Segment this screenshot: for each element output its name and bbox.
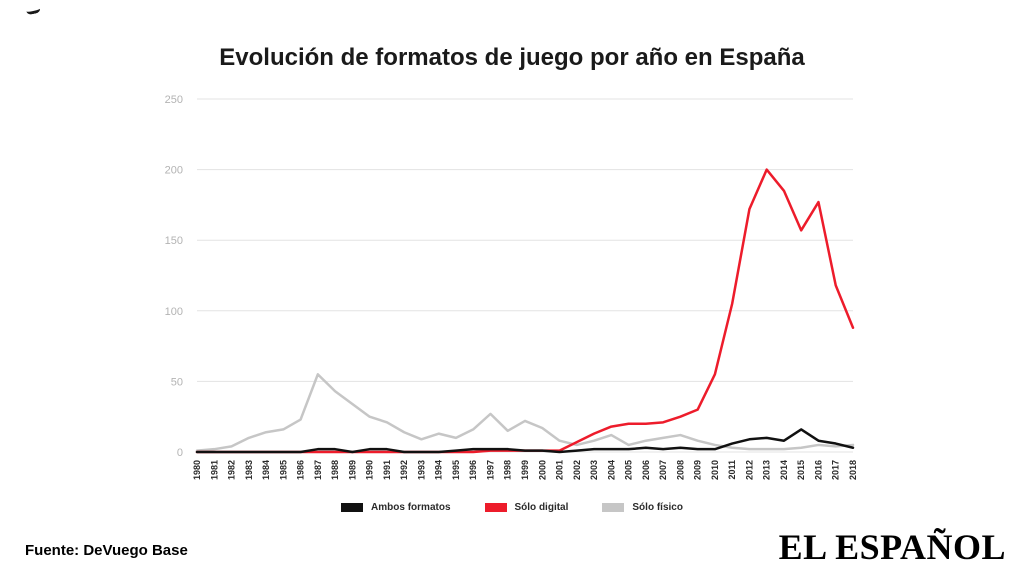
x-axis-tick-label: 1986 bbox=[296, 460, 306, 480]
x-axis-tick-label: 1997 bbox=[485, 460, 495, 480]
x-axis-tick-label: 1983 bbox=[244, 460, 254, 480]
legend-label: Sólo físico bbox=[632, 502, 683, 513]
x-axis-tick-label: 1993 bbox=[416, 460, 426, 480]
x-axis-tick-label: 2007 bbox=[658, 460, 668, 480]
legend-label: Sólo digital bbox=[514, 502, 569, 513]
x-axis-tick-label: 2001 bbox=[555, 460, 565, 480]
legend-swatch-ambos-formatos bbox=[341, 503, 364, 512]
x-axis-tick-label: 1989 bbox=[347, 460, 357, 480]
x-axis-tick-label: 2011 bbox=[727, 460, 737, 480]
x-axis-tick-label: 2016 bbox=[813, 460, 823, 480]
x-axis-tick-label: 1987 bbox=[313, 460, 323, 480]
line-chart: 0 50 100 150 200 250 1980 1981 1982 1983 1984 1985 1… bbox=[165, 94, 858, 480]
x-axis-tick-label: 1980 bbox=[192, 460, 202, 480]
x-axis-tick-label: 1990 bbox=[365, 460, 375, 480]
x-axis-tick-label: 2009 bbox=[693, 460, 703, 480]
y-axis-tick-label: 200 bbox=[165, 165, 183, 177]
x-axis-tick-label: 2017 bbox=[831, 460, 841, 480]
x-axis-tick-label: 2014 bbox=[779, 460, 789, 480]
x-axis-tick-label: 1985 bbox=[278, 460, 288, 480]
x-axis-tick-label: 1988 bbox=[330, 460, 340, 480]
x-axis-tick-label: 2015 bbox=[796, 460, 806, 480]
y-axis-tick-label: 100 bbox=[165, 306, 183, 318]
series-line-sólo-físico bbox=[195, 373, 855, 452]
legend-swatch-solo-fisico bbox=[602, 503, 625, 512]
chart-legend: Ambos formatos Sólo digital Sólo físico bbox=[0, 502, 1024, 513]
x-axis-tick-label: 2002 bbox=[572, 460, 582, 480]
x-axis-tick-label: 2006 bbox=[641, 460, 651, 480]
legend-item-solo-digital: Sólo digital bbox=[484, 502, 569, 513]
legend-swatch-solo-digital bbox=[484, 503, 507, 512]
y-axis-tick-label: 0 bbox=[177, 447, 183, 459]
series-line-ambos-formatos bbox=[195, 428, 855, 454]
x-axis-tick-label: 2003 bbox=[589, 460, 599, 480]
x-axis-tick-label: 1995 bbox=[451, 460, 461, 480]
legend-item-ambos-formatos: Ambos formatos bbox=[341, 502, 451, 513]
x-axis-tick-label: 1982 bbox=[227, 460, 237, 480]
x-axis-tick-label: 2005 bbox=[624, 460, 634, 480]
x-axis-tick-label: 2010 bbox=[710, 460, 720, 480]
x-axis-tick-label: 2013 bbox=[762, 460, 772, 480]
x-axis-tick-label: 1996 bbox=[468, 460, 478, 480]
chart-title: Evolución de formatos de juego por año e… bbox=[219, 44, 805, 72]
y-axis-tick-label: 150 bbox=[165, 235, 183, 247]
y-axis-tick-label: 50 bbox=[171, 376, 183, 388]
legend-item-solo-fisico: Sólo físico bbox=[602, 502, 683, 513]
legend-label: Ambos formatos bbox=[371, 502, 451, 513]
x-axis-tick-label: 2018 bbox=[848, 460, 858, 480]
x-axis-tick-label: 1991 bbox=[382, 460, 392, 480]
x-axis-tick-label: 1999 bbox=[520, 460, 530, 480]
x-axis-tick-label: 1998 bbox=[503, 460, 513, 480]
x-axis-tick-label: 1981 bbox=[209, 460, 219, 480]
x-axis-tick-label: 2004 bbox=[606, 460, 616, 480]
source-note: Fuente: DeVuego Base bbox=[25, 542, 188, 559]
x-axis-tick-label: 1984 bbox=[261, 460, 271, 480]
brand-logo: EL ESPAÑOL bbox=[778, 527, 1006, 567]
x-axis-tick-label: 1992 bbox=[399, 460, 409, 480]
x-axis-tick-label: 2012 bbox=[744, 460, 754, 480]
x-axis-tick-label: 2008 bbox=[675, 460, 685, 480]
corner-mark bbox=[25, 2, 41, 16]
x-axis-tick-label: 2000 bbox=[537, 460, 547, 480]
x-axis-tick-label: 1994 bbox=[434, 460, 444, 480]
y-axis-tick-label: 250 bbox=[165, 94, 183, 106]
